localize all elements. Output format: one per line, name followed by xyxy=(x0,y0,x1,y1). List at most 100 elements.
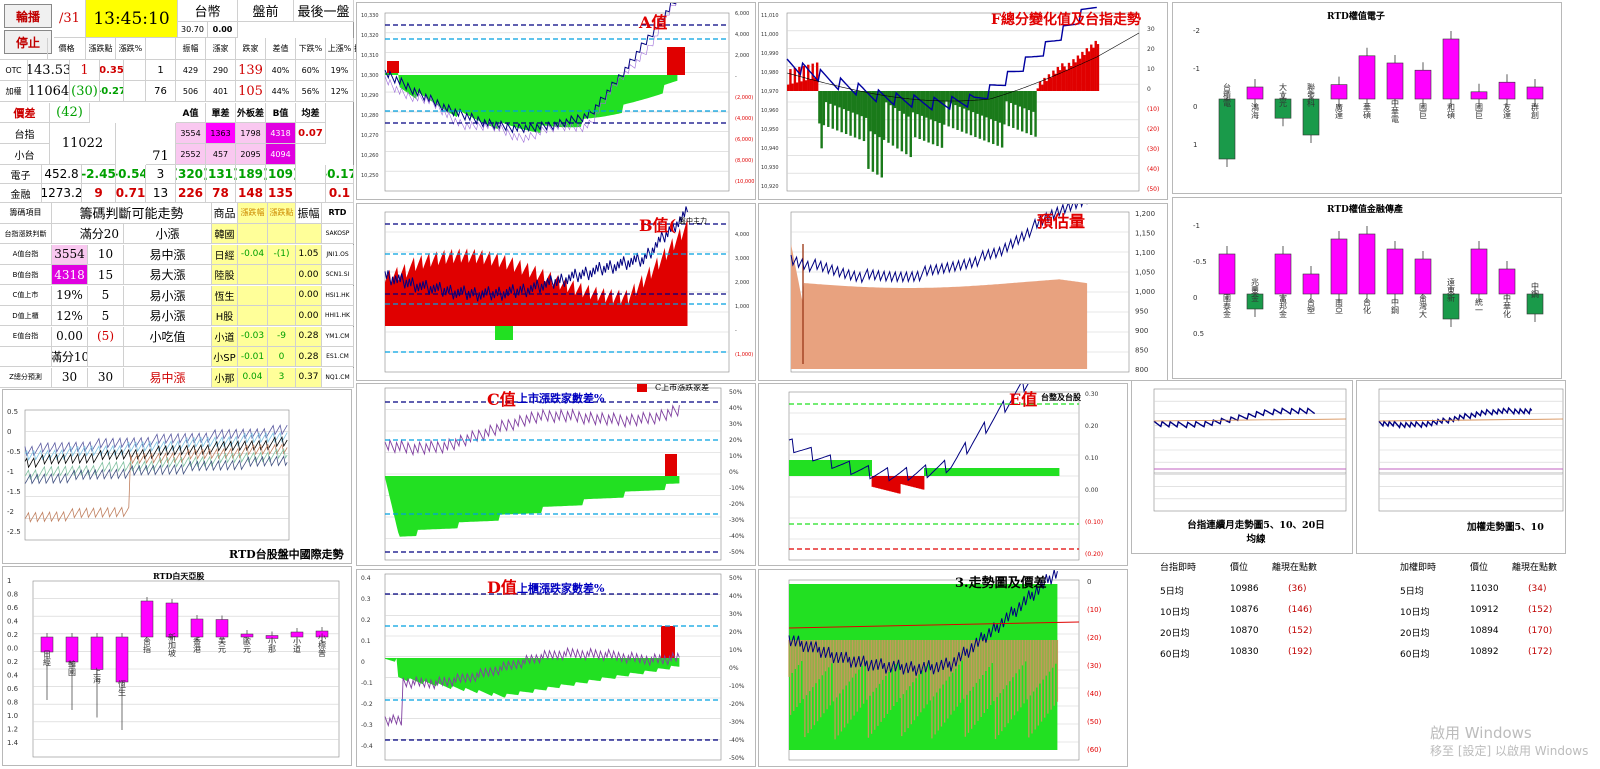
green-bar xyxy=(968,468,971,476)
quote-col-header: 價格 xyxy=(48,38,86,60)
red-bar xyxy=(1041,84,1044,91)
ma-header: 台指即時 xyxy=(1160,563,1197,573)
fx-rate2: 0.00 xyxy=(208,22,238,38)
trend-product: 恆生 xyxy=(212,285,238,306)
trend-item: C值上市 xyxy=(0,285,52,306)
green-bar xyxy=(1000,468,1003,476)
quote-chg: 1 xyxy=(70,60,100,81)
green-bar xyxy=(987,91,990,143)
bar xyxy=(1330,84,1348,100)
green-bar xyxy=(927,91,930,143)
bar xyxy=(40,636,54,653)
axis-tick-label: 0.30 xyxy=(1085,391,1099,398)
trend-pts: 0 xyxy=(268,347,296,367)
axis-tick-label: -50% xyxy=(729,755,745,762)
green-bar xyxy=(1046,468,1049,476)
green-bar xyxy=(992,91,995,145)
green-bar xyxy=(1012,91,1015,128)
bond-value: (42) xyxy=(50,103,90,123)
green-bar xyxy=(844,91,848,135)
ma-cell: 10876 xyxy=(1230,605,1259,615)
sector-chg: -2.45 xyxy=(82,165,116,184)
category-label: 中華電 xyxy=(1391,98,1400,123)
red-bar xyxy=(800,81,803,91)
chart-e-subtitle: 台整及台股 xyxy=(1041,392,1081,402)
axis-tick-label: 1.4 xyxy=(7,739,19,747)
ma-header: 價位 xyxy=(1470,563,1489,573)
red-bar xyxy=(919,476,922,489)
trend-product: H股 xyxy=(212,306,238,326)
stop-button[interactable]: 停止 xyxy=(4,30,52,54)
green-bar xyxy=(870,460,872,476)
green-bar xyxy=(955,468,958,476)
red-bar xyxy=(1049,77,1053,91)
axis-tick-label: 0.2 xyxy=(361,617,371,624)
quote-name: 加權 xyxy=(0,81,28,102)
legend-swatch xyxy=(637,384,647,392)
green-bar xyxy=(812,460,815,476)
sector-name: 金融 xyxy=(0,184,42,203)
bar xyxy=(1526,293,1544,315)
green-bar xyxy=(902,91,906,114)
green-bar xyxy=(1041,468,1044,476)
red-bar xyxy=(1070,65,1073,91)
ma-cell: 10894 xyxy=(1470,626,1499,636)
quote-dnp: 40% xyxy=(266,60,296,81)
red-bar xyxy=(879,476,882,489)
trend-item xyxy=(0,347,52,367)
bar xyxy=(65,636,79,663)
green-bar xyxy=(1055,468,1058,476)
chart-international: 0.5 0 -0.5 -1 -1.5 -2 -2.5 RTD台股盤中國際走勢 xyxy=(2,389,352,564)
green-bar xyxy=(981,468,984,476)
axis-tick-label: 4,000 xyxy=(735,32,749,38)
red-bar xyxy=(884,476,887,491)
axis-tick-label: -40% xyxy=(729,533,745,540)
quote-col-header: 上漲% xyxy=(326,38,354,60)
axis-tick-label: (20) xyxy=(1087,634,1102,642)
axis-tick-label: -10% xyxy=(729,683,745,690)
red-bar xyxy=(881,476,884,490)
green-bar xyxy=(833,91,837,106)
axis-tick-label: 10,290 xyxy=(361,93,379,99)
red-bar xyxy=(911,476,914,487)
green-bar xyxy=(857,460,860,476)
trend-judgement: 易小漲 xyxy=(124,306,212,326)
est-volume-title: 預估量 xyxy=(1037,212,1086,231)
green-bar xyxy=(933,468,936,476)
red-bar xyxy=(898,476,901,494)
category-label: 韓國 xyxy=(68,659,77,677)
quote-name: OTC xyxy=(0,60,28,81)
green-bar xyxy=(789,460,791,476)
axis-tick-label: 10,270 xyxy=(361,133,379,139)
bar xyxy=(90,636,104,670)
green-bar xyxy=(1054,468,1057,476)
green-bar xyxy=(867,91,870,169)
red-bar xyxy=(1038,81,1042,91)
green-bar xyxy=(1032,91,1035,112)
axis-tick-label: -30% xyxy=(729,719,745,726)
bar xyxy=(1442,293,1460,320)
green-bar xyxy=(998,91,1002,123)
th-amp: 振幅 xyxy=(296,202,322,224)
axis-tick-label: - xyxy=(735,328,737,334)
red-bar xyxy=(895,476,898,493)
green-bar xyxy=(1005,91,1008,102)
axis-tick-label: 10,950 xyxy=(761,127,779,133)
axis-tick-label: 0 xyxy=(1193,103,1197,111)
red-bar xyxy=(901,476,904,485)
green-bar xyxy=(938,468,941,476)
axis-tick-label: 1,000 xyxy=(735,304,749,310)
red-bar xyxy=(813,78,817,91)
chart-tx-ma: 台指連續月走勢圖5、10、20日均線 xyxy=(1131,380,1353,554)
carousel-button[interactable]: 輪播 xyxy=(4,4,52,28)
green-bar xyxy=(1014,91,1017,105)
series-line xyxy=(24,443,288,523)
trend-chg: 0.04 xyxy=(238,367,268,388)
green-bar xyxy=(938,91,941,123)
last-label: 最後一盤 xyxy=(294,0,354,22)
red-bar xyxy=(809,79,812,91)
green-bar xyxy=(960,91,964,132)
green-bar xyxy=(839,460,842,476)
green-bar xyxy=(949,91,953,104)
axis-tick-label: 0 xyxy=(361,659,365,666)
